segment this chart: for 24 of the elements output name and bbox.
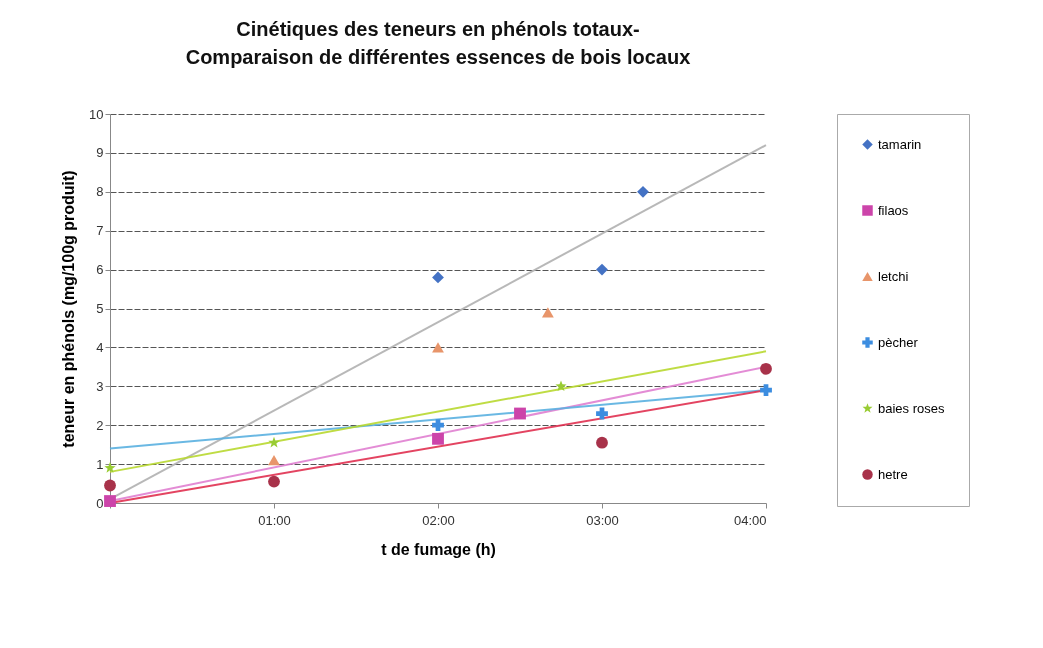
y-tick-label: 1: [96, 456, 104, 472]
y-tick-label: 10: [89, 106, 104, 122]
x-tick-label: 01:00: [258, 512, 291, 528]
y-tick-label: 3: [96, 378, 104, 394]
y-axis-title: teneur en phénols (mg/100g produit): [60, 170, 78, 448]
legend-label: tamarin: [878, 136, 922, 152]
legend-label: letchi: [878, 268, 909, 284]
y-tick-label: 5: [96, 301, 104, 316]
y-tick-label: 6: [96, 262, 104, 278]
y-tick-label: 8: [96, 184, 104, 200]
legend-label: pècher: [878, 334, 919, 350]
y-tick-label: 0: [96, 495, 104, 511]
chart-title: Cinétiques des teneurs en phénols totaux- Comparaison de différentes essences de bois locaux: [185, 18, 691, 68]
x-tick-label: 04:00: [733, 512, 767, 528]
legend-label: baies roses: [878, 400, 945, 416]
y-tick-label: 7: [96, 223, 104, 239]
legend-label: hetre: [878, 466, 908, 482]
y-tick-label: 2: [96, 417, 104, 433]
x-tick-label: 02:00: [422, 512, 455, 528]
y-tick-label: 9: [96, 145, 104, 161]
legend-label: filaos: [878, 202, 909, 218]
y-tick-label: 4: [96, 339, 104, 355]
x-tick-label: 03:00: [586, 512, 619, 528]
x-axis-title: t de fumage (h): [381, 540, 496, 558]
